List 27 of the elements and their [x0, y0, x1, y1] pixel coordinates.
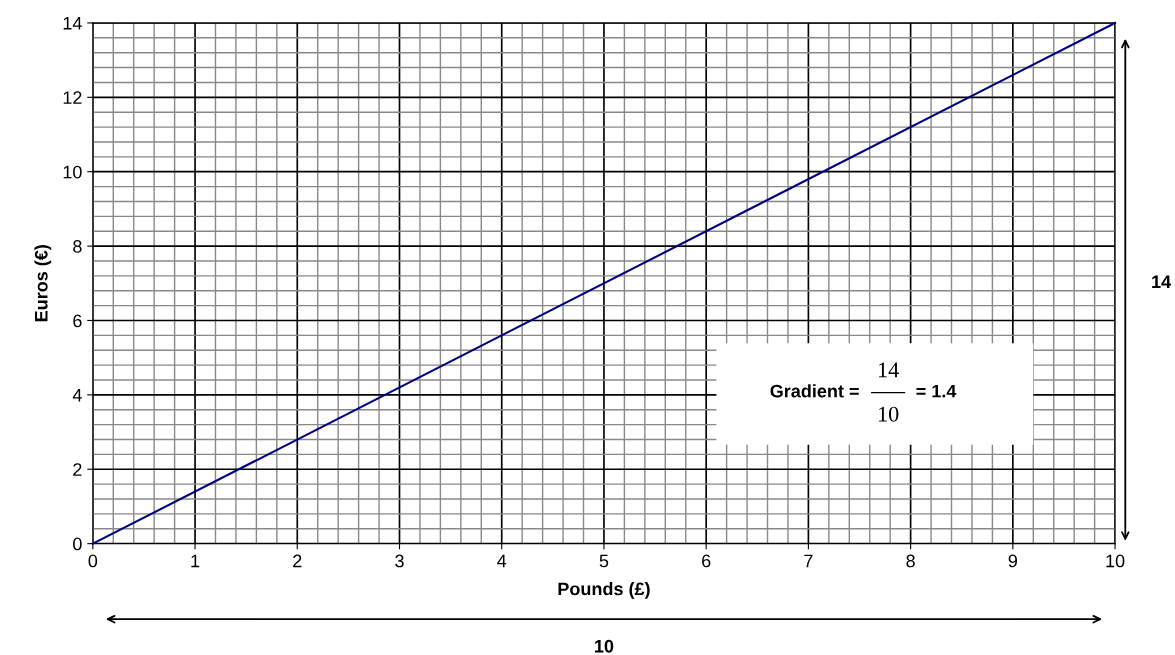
text: 10: [595, 639, 614, 653]
x-tick-label: 5: [599, 554, 609, 568]
x-tick-label: 6: [702, 554, 711, 568]
y-tick-label: 10: [63, 165, 82, 179]
annotation: Gradient =: [770, 384, 859, 398]
x-tick-label: 9: [1008, 554, 1018, 568]
y-tick-label: 12: [63, 91, 82, 104]
annotation: 10: [878, 406, 899, 422]
x-axis-title: Pounds (£): [558, 582, 650, 599]
annotation: 14: [878, 362, 899, 378]
x-tick-label: 1: [191, 554, 200, 568]
x-tick-label: 3: [395, 554, 404, 568]
y-tick-label: 8: [73, 240, 82, 253]
y-tick-label: 2: [73, 463, 82, 476]
x-tick-label: 0: [88, 554, 98, 568]
text: 14: [1152, 275, 1172, 288]
x-tick-label: 2: [293, 554, 302, 568]
y-tick-label: 14: [63, 17, 82, 30]
annotation: = 1.4: [916, 384, 957, 398]
x-tick-label: 7: [804, 554, 813, 568]
y-tick-label: 4: [72, 388, 82, 402]
y-axis-title: Euros (€): [34, 245, 52, 322]
y-tick-label: 0: [73, 537, 82, 551]
x-tick-label: 8: [906, 554, 915, 568]
x-tick-label: 10: [1106, 554, 1125, 568]
x-tick-label: 4: [497, 554, 507, 568]
y-tick-label: 6: [73, 314, 82, 328]
